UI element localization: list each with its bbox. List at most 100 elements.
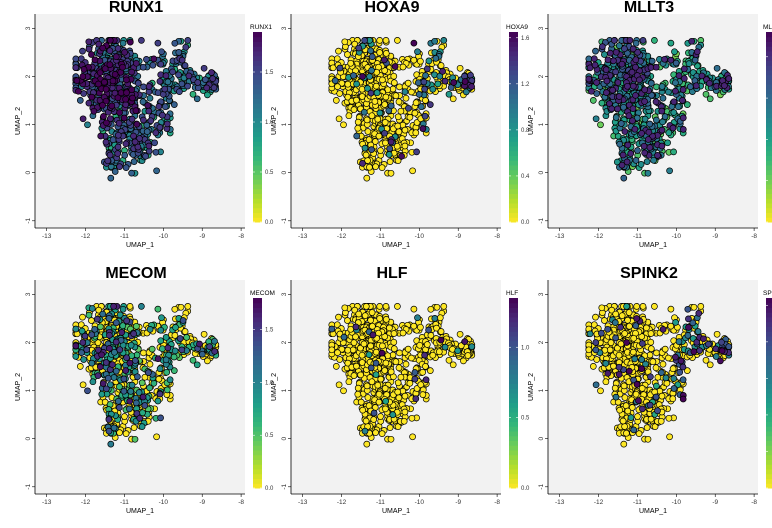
cell-point <box>157 337 165 345</box>
cell-point <box>440 37 448 44</box>
cell-point <box>140 116 147 124</box>
cell-point <box>421 112 429 120</box>
cell-point <box>387 169 395 177</box>
legend-color-step <box>253 407 262 413</box>
cell-point <box>692 82 700 90</box>
plot-background <box>35 14 245 228</box>
cell-point <box>111 168 119 175</box>
legend-color-step <box>509 46 518 52</box>
cell-point <box>166 376 174 384</box>
cell-point <box>350 72 357 79</box>
cell-point <box>183 334 190 341</box>
cell-point <box>363 382 371 390</box>
cell-point <box>354 118 362 126</box>
cell-point <box>106 331 113 339</box>
cell-point <box>706 361 714 369</box>
cell-point <box>146 384 153 392</box>
cell-point <box>196 340 203 348</box>
cell-point <box>362 303 370 310</box>
cell-point <box>402 94 410 102</box>
cell-point <box>456 64 464 72</box>
cell-point <box>370 416 378 423</box>
cell-point <box>387 435 395 443</box>
x-tick-label: -13 <box>555 499 565 506</box>
cell-point <box>133 120 141 128</box>
cell-point <box>152 148 160 156</box>
cell-point <box>116 109 123 116</box>
cell-point <box>607 339 615 346</box>
cell-point <box>96 363 104 371</box>
cell-point <box>193 95 201 103</box>
cell-point <box>344 80 352 88</box>
cell-point <box>161 103 169 111</box>
cell-point <box>178 80 186 88</box>
cell-point <box>623 303 630 310</box>
cell-point <box>713 330 721 338</box>
cell-point <box>344 51 351 58</box>
cell-point <box>359 73 366 80</box>
cell-point <box>114 45 122 52</box>
cell-point <box>395 128 403 136</box>
cell-point <box>106 115 114 123</box>
cell-point <box>154 39 162 47</box>
cell-point <box>631 125 639 133</box>
x-axis-label: UMAP_1 <box>639 508 667 515</box>
x-tick-label: -12 <box>81 233 91 240</box>
cell-point <box>88 359 96 367</box>
panel-title: SPINK2 <box>620 265 678 282</box>
cell-point <box>84 387 91 395</box>
cell-point <box>386 424 394 431</box>
cell-point <box>98 351 105 359</box>
cell-point <box>157 60 165 68</box>
cell-point <box>145 83 153 90</box>
cell-point <box>611 384 619 392</box>
cell-point <box>619 417 627 425</box>
cell-point <box>374 115 382 123</box>
cell-point <box>206 343 213 350</box>
legend-color-step <box>509 459 518 465</box>
cell-point <box>382 405 389 413</box>
cell-point <box>591 61 599 69</box>
x-tick-label: -10 <box>672 233 682 240</box>
x-tick-label: -8 <box>238 233 244 240</box>
cell-point <box>641 115 649 123</box>
x-tick-label: -11 <box>120 499 129 506</box>
cell-point <box>644 136 652 143</box>
legend-color-step <box>509 160 518 166</box>
y-tick-label: -1 <box>538 218 545 224</box>
x-axis-label: UMAP_1 <box>126 242 154 249</box>
panel-title: RUNX1 <box>109 0 163 16</box>
y-tick-label: -1 <box>538 484 545 490</box>
cell-point <box>409 167 416 175</box>
legend-color-step <box>766 74 772 80</box>
legend-color-step <box>509 374 518 380</box>
cell-point <box>372 82 380 90</box>
cell-point <box>381 385 389 392</box>
legend-color-step <box>253 207 262 213</box>
cell-point <box>159 91 167 98</box>
cell-point <box>121 48 128 56</box>
cell-point <box>171 347 179 355</box>
legend-color-step <box>509 117 518 123</box>
legend-color-step <box>253 108 262 114</box>
y-tick-label: 3 <box>25 26 32 30</box>
cell-point <box>390 345 398 353</box>
cell-point <box>441 343 449 351</box>
cell-point <box>649 358 657 366</box>
cell-point <box>593 79 600 86</box>
cell-point <box>627 150 635 157</box>
cell-point <box>72 64 80 71</box>
legend-color-step <box>509 198 518 204</box>
cell-point <box>616 406 624 414</box>
x-tick-label: -10 <box>672 499 682 506</box>
legend-color-step <box>766 203 772 209</box>
cell-point <box>119 63 126 71</box>
cell-point <box>381 101 389 108</box>
cell-point <box>647 345 655 353</box>
cell-point <box>143 121 151 129</box>
cell-point <box>79 381 87 389</box>
cell-point <box>114 397 122 405</box>
x-tick-label: -12 <box>337 233 347 240</box>
legend-color-step <box>253 435 262 441</box>
cell-point <box>335 47 342 55</box>
